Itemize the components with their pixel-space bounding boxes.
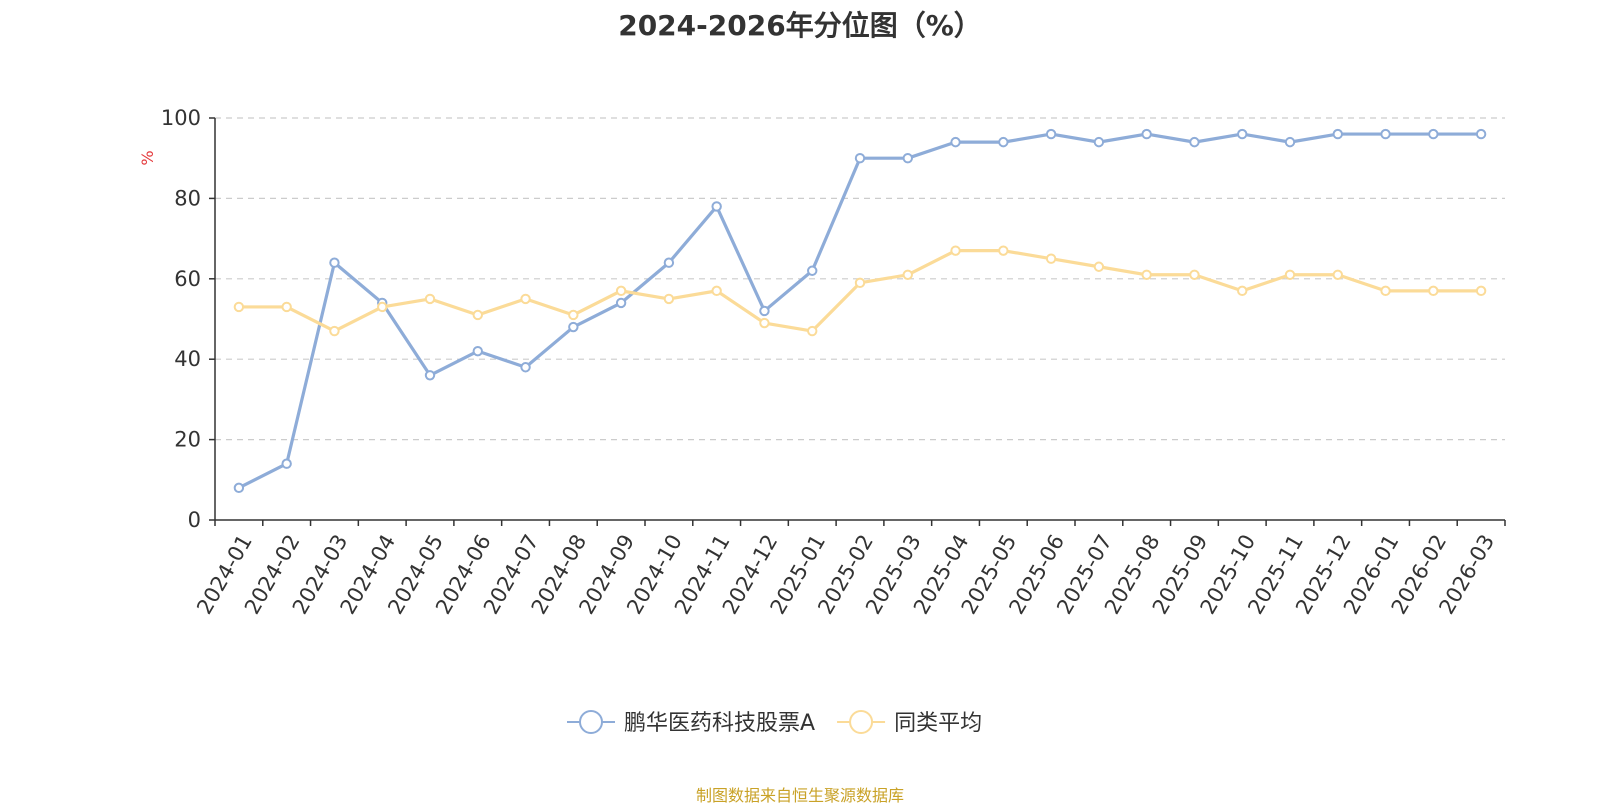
data-point <box>950 136 961 148</box>
data-point <box>1428 285 1439 297</box>
series-line <box>233 128 1487 494</box>
legend-marker <box>579 710 603 734</box>
data-point <box>950 245 961 256</box>
y-tick-label: 80 <box>174 186 201 210</box>
data-point <box>663 293 675 305</box>
data-point <box>711 201 722 212</box>
legend-label: 鹏华医药科技股票A <box>624 711 815 736</box>
data-point <box>281 301 292 313</box>
series-path <box>238 249 1482 333</box>
legend-marker <box>849 710 874 734</box>
y-tick-labels: 0 20 40 60 80 100 <box>161 106 201 532</box>
data-point <box>1332 269 1343 280</box>
data-point <box>281 458 292 469</box>
data-point <box>1475 128 1487 140</box>
data-point <box>998 136 1009 148</box>
data-point <box>854 153 866 164</box>
data-point <box>902 153 913 164</box>
data-source-note: 制图数据来自恒生聚源数据库 <box>695 786 904 805</box>
legend-label: 同类平均 <box>894 711 982 736</box>
data-point <box>520 293 531 305</box>
y-tick-label: 20 <box>174 428 201 452</box>
data-point <box>329 257 340 268</box>
data-point <box>1189 136 1200 148</box>
legend-item: 同类平均 <box>837 710 982 736</box>
data-point <box>1332 128 1343 140</box>
data-point <box>1475 285 1487 297</box>
legend-item: 鹏华医药科技股票A <box>567 710 815 736</box>
data-point <box>1045 128 1057 140</box>
data-point <box>663 257 675 268</box>
data-point <box>568 321 579 333</box>
data-point <box>807 265 818 276</box>
data-point <box>807 325 818 337</box>
y-tick-label: 60 <box>174 267 201 291</box>
y-axis-label: % <box>138 150 157 165</box>
data-point <box>377 301 388 313</box>
series-group <box>233 128 1487 494</box>
data-point <box>1237 128 1248 140</box>
data-point <box>1284 269 1296 280</box>
data-point <box>1189 269 1200 280</box>
data-point <box>233 482 245 494</box>
series-line <box>233 245 1487 337</box>
data-point <box>1093 261 1105 272</box>
data-point <box>1141 128 1152 140</box>
data-point <box>520 362 531 373</box>
data-point <box>1141 269 1152 280</box>
legend: 鹏华医药科技股票A 同类平均 <box>567 710 982 736</box>
data-point <box>1284 136 1296 148</box>
data-point <box>1380 285 1391 297</box>
data-point <box>854 277 866 289</box>
y-tick-label: 100 <box>161 106 201 130</box>
data-point <box>1045 253 1057 264</box>
y-tick-label: 0 <box>188 508 201 532</box>
data-point <box>568 309 579 321</box>
axes <box>214 118 1506 526</box>
data-point <box>424 370 436 381</box>
data-point <box>759 305 770 317</box>
data-point <box>759 317 770 329</box>
data-point <box>1093 136 1105 148</box>
data-point <box>998 245 1009 256</box>
y-tick-label: 40 <box>174 347 201 371</box>
data-point <box>424 293 436 305</box>
data-point <box>711 285 722 297</box>
data-point <box>233 301 245 313</box>
data-point <box>1237 285 1248 297</box>
data-point <box>1428 128 1439 140</box>
data-point <box>329 325 340 337</box>
series-path <box>238 132 1482 490</box>
data-point <box>472 345 483 357</box>
data-point <box>615 285 627 297</box>
data-point <box>615 297 627 309</box>
chart-title: 2024-2026年分位图（%） <box>618 9 982 42</box>
x-tick-labels: 2024-012024-022024-032024-042024-052024-… <box>192 530 1499 618</box>
data-point <box>902 269 913 280</box>
grid-lines <box>209 117 1505 521</box>
data-point <box>472 309 483 321</box>
data-point <box>1380 128 1391 140</box>
